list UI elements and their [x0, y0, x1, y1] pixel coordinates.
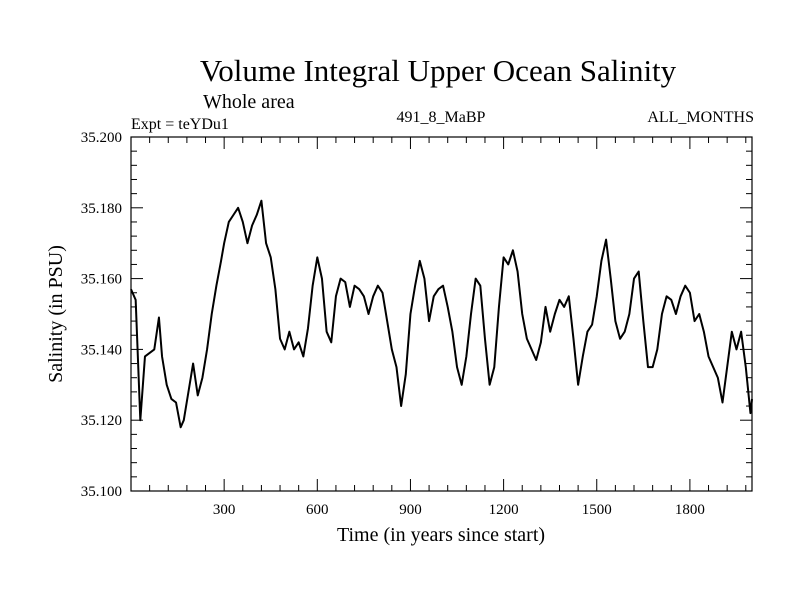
x-tick-label: 300 [213, 502, 236, 518]
y-tick-label: 35.120 [81, 413, 122, 429]
series-line-salinity [130, 199, 753, 429]
x-axis-label: Time (in years since start) [337, 524, 545, 546]
x-tick-label: 1200 [489, 502, 519, 518]
x-tick-label: 600 [306, 502, 329, 518]
chart-title: Volume Integral Upper Ocean Salinity [200, 53, 677, 88]
axis-ticks [131, 136, 752, 492]
x-tick-label: 900 [399, 502, 422, 518]
run-label: 491_8_MaBP [397, 109, 486, 126]
y-axis-label: Salinity (in PSU) [45, 245, 67, 383]
y-tick-label: 35.160 [81, 272, 122, 288]
x-tick-labels: 300 600 900 1200 1500 1800 [213, 502, 705, 518]
y-tick-label: 35.200 [81, 130, 122, 146]
y-tick-label: 35.180 [81, 201, 122, 217]
experiment-label: Expt = teYDu1 [131, 116, 229, 133]
months-label: ALL_MONTHS [647, 109, 754, 126]
y-tick-label: 35.100 [81, 484, 122, 500]
x-tick-label: 1800 [675, 502, 705, 518]
y-tick-labels: 35.100 35.120 35.140 35.160 35.180 35.200 [81, 130, 122, 500]
chart-subtitle: Whole area [203, 91, 295, 113]
x-tick-label: 1500 [582, 502, 612, 518]
plot-frame [130, 136, 753, 492]
y-tick-label: 35.140 [81, 342, 122, 358]
